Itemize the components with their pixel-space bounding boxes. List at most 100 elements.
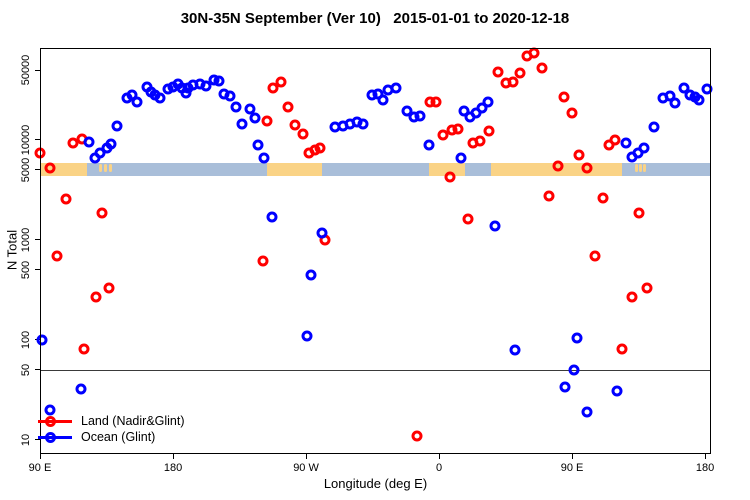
strip-island bbox=[103, 164, 107, 173]
legend: Land (Nadir&Glint) Ocean (Glint) bbox=[38, 413, 185, 445]
data-point-ocean bbox=[638, 142, 650, 154]
data-point-land bbox=[462, 213, 474, 225]
data-point-ocean bbox=[648, 121, 660, 133]
data-point-ocean bbox=[305, 269, 317, 281]
x-tick-mark bbox=[172, 454, 174, 459]
data-point-land bbox=[78, 343, 90, 355]
strip-island bbox=[643, 164, 646, 173]
y-tick-mark bbox=[35, 69, 40, 71]
data-point-land bbox=[44, 162, 56, 174]
x-tick-label: 180 bbox=[695, 462, 715, 474]
data-point-land bbox=[566, 107, 578, 119]
data-point-ocean bbox=[559, 381, 571, 393]
data-point-ocean bbox=[620, 137, 632, 149]
data-point-ocean bbox=[44, 404, 56, 416]
data-point-ocean bbox=[36, 334, 48, 346]
data-point-ocean bbox=[678, 82, 690, 94]
x-tick-mark bbox=[438, 454, 440, 459]
y-tick-mark bbox=[35, 139, 40, 141]
data-point-land bbox=[558, 91, 570, 103]
legend-ocean-label: Ocean (Glint) bbox=[81, 430, 156, 444]
strip-segment-land bbox=[428, 162, 465, 176]
plot-box bbox=[40, 48, 711, 454]
data-point-ocean bbox=[75, 383, 87, 395]
data-point-ocean bbox=[581, 406, 593, 418]
data-point-land bbox=[507, 76, 519, 88]
x-tick-label: 90 W bbox=[293, 462, 319, 474]
legend-land-circle-icon bbox=[45, 415, 56, 427]
x-tick-mark bbox=[704, 454, 706, 459]
x-tick-mark bbox=[39, 454, 41, 459]
x-axis-title: Longitude (deg E) bbox=[323, 476, 428, 491]
y-tick-label-text: 500 bbox=[20, 260, 32, 280]
data-point-ocean bbox=[568, 364, 580, 376]
y-tick-label-text: 10 bbox=[20, 433, 32, 446]
data-point-ocean bbox=[316, 227, 328, 239]
chart-title: 30N-35N September (Ver 10) 2015-01-01 to… bbox=[180, 10, 570, 27]
strip-segment-ocean bbox=[464, 162, 491, 176]
data-point-land bbox=[297, 128, 309, 140]
y-tick-label-text: 10000 bbox=[20, 124, 32, 156]
data-point-land bbox=[430, 96, 442, 108]
data-point-land bbox=[609, 134, 621, 146]
data-point-land bbox=[536, 62, 548, 74]
legend-ocean-circle-icon bbox=[45, 431, 56, 443]
data-point-ocean bbox=[105, 138, 117, 150]
data-point-ocean bbox=[571, 332, 583, 344]
y-axis-title-text: N Total bbox=[4, 229, 20, 271]
data-point-land bbox=[492, 66, 504, 78]
data-point-ocean bbox=[489, 220, 501, 232]
y-tick-label-text: 5000 bbox=[20, 157, 32, 183]
y-tick-mark bbox=[35, 169, 40, 171]
data-point-land bbox=[597, 192, 609, 204]
data-point-land bbox=[573, 149, 585, 161]
data-point-ocean bbox=[252, 139, 264, 151]
strip-segment-ocean bbox=[86, 162, 267, 176]
strip-segment-land bbox=[266, 162, 322, 176]
reference-line-50 bbox=[40, 369, 711, 371]
x-tick-label: 0 bbox=[435, 462, 443, 474]
data-point-ocean bbox=[154, 92, 166, 104]
legend-item-land: Land (Nadir&Glint) bbox=[38, 413, 185, 429]
x-tick-label: 90 E bbox=[28, 462, 52, 474]
data-point-ocean bbox=[131, 96, 143, 108]
strip-segment-ocean bbox=[321, 162, 429, 176]
data-point-ocean bbox=[476, 102, 488, 114]
data-point-ocean bbox=[301, 330, 313, 342]
x-tick-label: 90 E bbox=[560, 462, 584, 474]
data-point-ocean bbox=[455, 152, 467, 164]
data-point-ocean bbox=[258, 152, 270, 164]
data-point-ocean bbox=[611, 385, 623, 397]
y-tick-label-text: 100 bbox=[20, 330, 32, 349]
y-tick-mark bbox=[35, 369, 40, 371]
data-point-ocean bbox=[266, 211, 278, 223]
data-point-land bbox=[581, 162, 593, 174]
data-point-land bbox=[483, 125, 495, 137]
data-point-land bbox=[514, 67, 526, 79]
strip-island bbox=[109, 164, 112, 173]
legend-item-ocean: Ocean (Glint) bbox=[38, 429, 185, 445]
data-point-land bbox=[257, 255, 269, 267]
data-point-ocean bbox=[482, 96, 494, 108]
data-point-ocean bbox=[230, 101, 242, 113]
data-point-ocean bbox=[414, 110, 426, 122]
data-point-land bbox=[261, 115, 273, 127]
data-point-land bbox=[543, 190, 555, 202]
data-point-land bbox=[641, 282, 653, 294]
data-point-land bbox=[51, 250, 63, 262]
data-point-land bbox=[67, 137, 79, 149]
data-point-land bbox=[314, 142, 326, 154]
y-tick-mark bbox=[35, 269, 40, 271]
x-tick-label: 180 bbox=[163, 462, 183, 474]
data-point-land bbox=[103, 282, 115, 294]
legend-land-marker-icon bbox=[38, 413, 72, 429]
data-point-ocean bbox=[244, 103, 256, 115]
data-point-ocean bbox=[236, 118, 248, 130]
data-point-land bbox=[282, 101, 294, 113]
x-tick-mark bbox=[571, 454, 573, 459]
data-point-ocean bbox=[224, 90, 236, 102]
data-point-ocean bbox=[357, 118, 369, 130]
data-point-land bbox=[474, 135, 486, 147]
data-point-land bbox=[633, 207, 645, 219]
